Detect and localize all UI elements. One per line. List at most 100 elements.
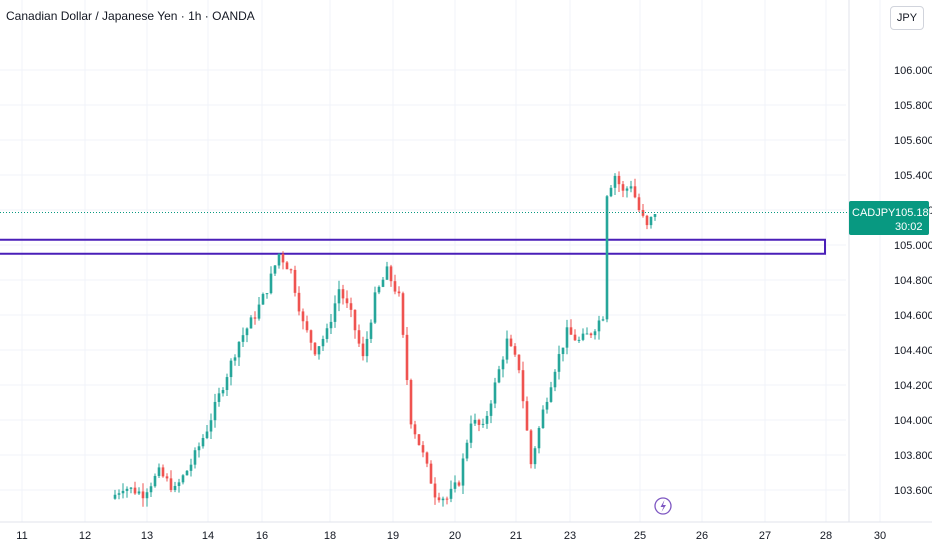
candle-body [137, 491, 141, 494]
candle-body [141, 491, 145, 499]
candle-body [173, 485, 177, 491]
candle-body [517, 354, 521, 371]
candle-body [245, 328, 249, 336]
candle-body [525, 401, 529, 431]
candle-body [189, 464, 193, 471]
candle-body [337, 289, 341, 304]
candle-body [561, 347, 565, 355]
candle-body [209, 420, 213, 432]
candle-body [497, 369, 501, 383]
candle-body [589, 333, 593, 336]
price-tag-countdown: 30:02 [895, 221, 923, 233]
candle-body [449, 488, 453, 499]
candle-body [361, 343, 365, 357]
candle-body [269, 273, 273, 294]
candle-body [577, 339, 581, 341]
candle-body [229, 360, 233, 378]
candle-body [325, 328, 329, 339]
currency-button[interactable]: JPY [890, 6, 924, 30]
grid [0, 0, 881, 522]
candle-body [597, 320, 601, 332]
candle-body [161, 467, 165, 477]
candle-body [281, 253, 285, 263]
x-tick-label: 11 [16, 530, 27, 542]
candle-body [273, 265, 277, 274]
candle-body [557, 354, 561, 372]
candle-body [645, 215, 649, 226]
candle-body [113, 494, 117, 499]
x-tick-label: 16 [256, 530, 268, 542]
x-tick-label: 30 [874, 530, 886, 542]
candle-body [285, 262, 289, 270]
candle-body [581, 333, 585, 340]
candle-body [521, 370, 525, 402]
candle-body [553, 371, 557, 388]
x-tick-label: 18 [324, 530, 336, 542]
price-axis: 106.000105.800105.600105.400105.200105.0… [848, 0, 932, 522]
candle-body [261, 294, 265, 305]
candle-body [293, 269, 297, 293]
candle-body [533, 448, 537, 465]
candle-body [197, 446, 201, 451]
candle-body [653, 214, 657, 217]
candle-body [469, 423, 473, 443]
price-tag: CADJPY 105.186 30:02 [849, 201, 932, 235]
x-tick-label: 27 [759, 530, 771, 542]
candle-body [165, 476, 169, 479]
candle-body [297, 292, 301, 312]
candle-body [145, 492, 149, 499]
candle-body [593, 331, 597, 336]
candle-body [305, 321, 309, 331]
candle-body [405, 334, 409, 381]
candle-body [125, 488, 129, 491]
y-tick-label: 105.400 [894, 170, 932, 182]
candle-body [333, 303, 337, 322]
candle-body [501, 359, 505, 370]
y-tick-label: 105.600 [894, 135, 932, 147]
y-tick-label: 104.800 [894, 275, 932, 287]
candle-body [489, 403, 493, 416]
candle-body [317, 346, 321, 355]
y-tick-label: 104.400 [894, 345, 932, 357]
price-tag-price: 105.186 [895, 207, 932, 219]
candle-body [453, 482, 457, 489]
candle-body [237, 341, 241, 358]
candle-body [605, 196, 609, 320]
lightning-icon[interactable] [654, 497, 672, 515]
candle-body [301, 311, 305, 322]
y-tick-label: 103.800 [894, 450, 932, 462]
candle-body [409, 380, 413, 425]
candle-body [381, 279, 385, 287]
x-tick-label: 13 [141, 530, 153, 542]
candle-body [601, 319, 605, 321]
candle-body [241, 335, 245, 342]
candle-body [253, 317, 257, 319]
candle-body [321, 338, 325, 347]
candle-body [629, 186, 633, 189]
candle-body [445, 498, 449, 500]
x-tick-label: 12 [79, 530, 91, 542]
candle-body [213, 401, 217, 421]
candle-body [265, 293, 269, 295]
candle-body [413, 424, 417, 435]
candle-body [225, 377, 229, 390]
candle-body [437, 497, 441, 501]
candle-body [493, 382, 497, 404]
candle-body [433, 483, 437, 498]
candle-body [509, 338, 513, 347]
candle-body [425, 452, 429, 464]
x-tick-label: 26 [696, 530, 708, 542]
candle-body [397, 291, 401, 294]
candle-body [473, 419, 477, 424]
y-tick-label: 105.000 [894, 240, 932, 252]
candle-body [613, 175, 617, 188]
candle-body [277, 253, 281, 266]
candle-body [465, 442, 469, 459]
candle-body [233, 357, 237, 361]
chart-title: Canadian Dollar / Japanese Yen · 1h · OA… [6, 9, 255, 23]
candle-body [221, 389, 225, 394]
x-tick-label: 20 [449, 530, 461, 542]
candle-body [625, 188, 629, 191]
candle-body [149, 486, 153, 493]
